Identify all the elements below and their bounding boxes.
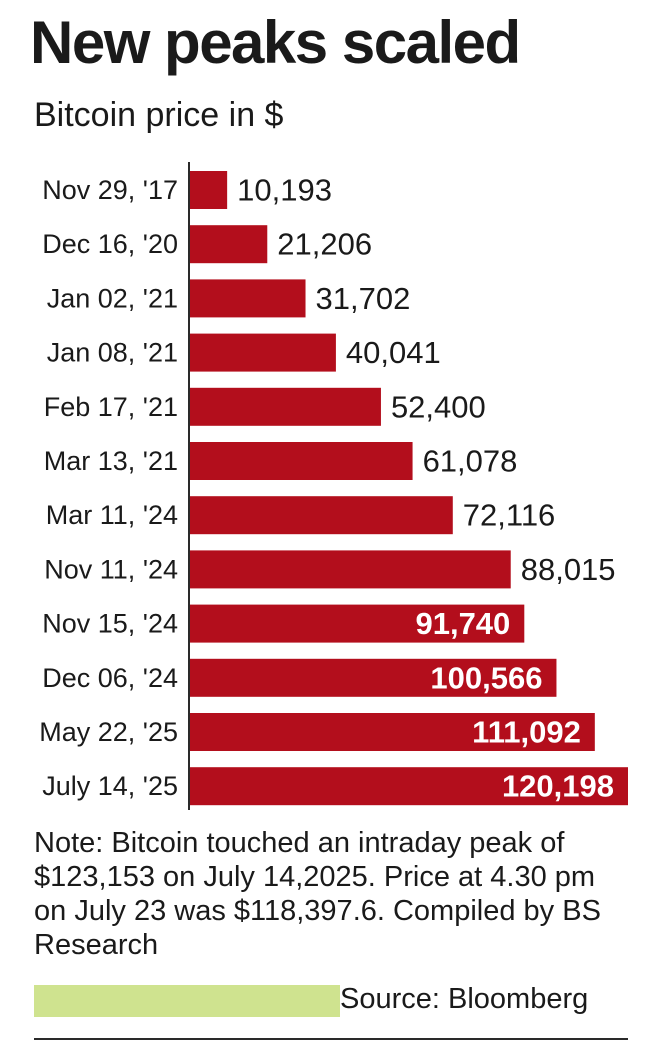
- value-label: 120,198: [502, 769, 614, 804]
- bar: [190, 442, 413, 480]
- category-label: Nov 15, '24: [42, 609, 178, 639]
- bar: [190, 767, 628, 806]
- bars-layer: Nov 29, '17 10,193 Dec 16, '20 21,206 Jan 02…: [39, 162, 628, 810]
- category-label: Nov 29, '17: [42, 175, 178, 205]
- bar: [190, 604, 525, 643]
- bar: [190, 171, 228, 209]
- category-label: Jan 08, '21: [47, 338, 178, 368]
- source-credit: Source: Bloomberg: [340, 983, 589, 1015]
- note: Note: Bitcoin touched an intraday peak o…: [34, 826, 634, 962]
- category-label: Mar 11, '24: [46, 500, 178, 530]
- bar: [190, 279, 306, 318]
- value-label: 91,740: [415, 606, 510, 641]
- category-label: Jan 02, '21: [47, 283, 178, 313]
- bar: [190, 225, 268, 264]
- bar: [190, 496, 453, 535]
- category-label: May 22, '25: [39, 717, 178, 747]
- chart-subtitle: Bitcoin price in $: [34, 96, 284, 134]
- value-label: 61,078: [423, 444, 518, 479]
- category-label: July 14, '25: [42, 771, 178, 801]
- category-label: Mar 13, '21: [44, 446, 178, 476]
- value-label: 111,092: [472, 715, 581, 750]
- value-label: 31,702: [316, 281, 411, 316]
- bottom-rule: [34, 1038, 628, 1040]
- value-label: 52,400: [391, 389, 486, 424]
- bar: [190, 713, 595, 751]
- bar: [190, 658, 557, 697]
- value-label: 88,015: [521, 552, 616, 587]
- chart-title: New peaks scaled: [30, 9, 521, 76]
- value-label: 10,193: [237, 173, 332, 208]
- category-label: Dec 06, '24: [42, 663, 178, 693]
- highlight-block: [34, 985, 340, 1017]
- category-label: Dec 16, '20: [42, 229, 178, 259]
- value-label: 100,566: [430, 660, 542, 695]
- category-label: Feb 17, '21: [44, 392, 178, 422]
- bar: [190, 333, 336, 372]
- value-label: 72,116: [463, 498, 556, 533]
- bar: [190, 387, 381, 426]
- bar: [190, 550, 511, 589]
- value-label: 21,206: [277, 227, 372, 262]
- note-text: Note: Bitcoin touched an intraday peak o…: [34, 827, 601, 961]
- category-label: Nov 11, '24: [44, 554, 178, 584]
- value-label: 40,041: [346, 335, 441, 370]
- bar-chart: Nov 29, '17 10,193 Dec 16, '20 21,206 Jan 02…: [39, 162, 628, 810]
